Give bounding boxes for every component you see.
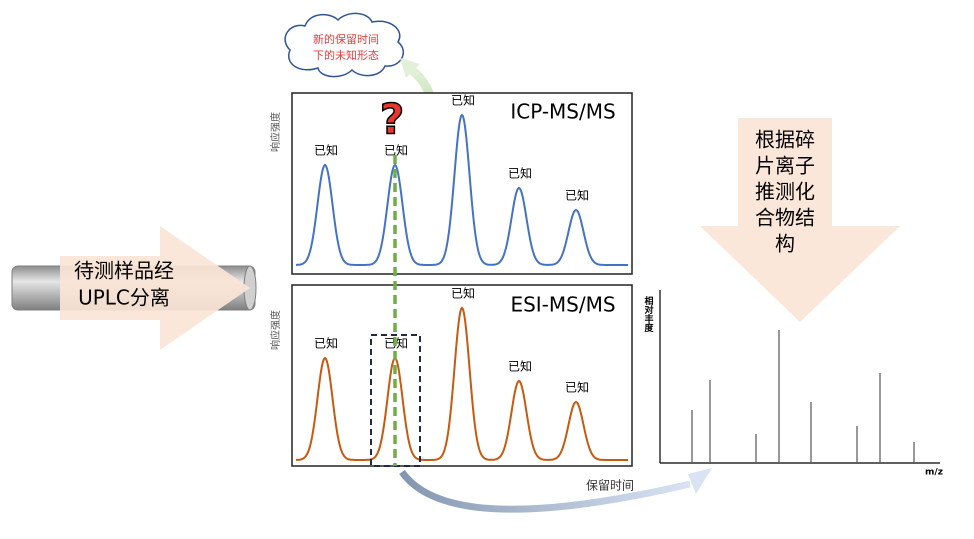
- sample-text: 待测样品经: [74, 259, 174, 283]
- fragment-text: 合物结: [755, 206, 815, 230]
- y-label: 响应强度: [269, 310, 282, 350]
- y-label: 响应强度: [269, 112, 282, 152]
- chromatogram: [296, 306, 628, 461]
- fragment-text: 推测化: [755, 180, 815, 204]
- curved-arrow-head: [688, 468, 712, 494]
- cloud-text: 下的未知形态: [313, 48, 379, 62]
- icp-panel: [291, 92, 633, 275]
- peak-label: 已知: [451, 94, 475, 108]
- cloud: [284, 12, 404, 78]
- curved-arrow: [399, 469, 691, 513]
- fragment-text: 片离子: [755, 154, 815, 178]
- peak-label: 已知: [565, 381, 589, 395]
- fragment-text: 根据碎: [755, 128, 815, 152]
- chromatogram: [296, 113, 628, 266]
- peak-label: 已知: [508, 360, 532, 374]
- question-mark: ?: [380, 95, 404, 144]
- peak-label: 已知: [565, 189, 589, 203]
- panel-title: ICP-MS/MS: [510, 100, 615, 124]
- sample-text: UPLC分离: [78, 286, 170, 310]
- x-label: 保留时间: [586, 479, 634, 493]
- panel-title: ESI-MS/MS: [510, 293, 615, 317]
- fragment-text: 构: [775, 232, 795, 256]
- esi-panel: [291, 284, 633, 467]
- peak-label: 已知: [508, 167, 532, 181]
- peak-label: 已知: [384, 144, 408, 158]
- sample-arrow: [60, 226, 250, 350]
- cloud-text: 新的保留时间: [313, 32, 379, 46]
- spectrum-x-label: m/z: [925, 468, 943, 478]
- fragment-arrow: [700, 118, 900, 322]
- spectrum-y-label: 相对丰度: [643, 295, 654, 333]
- peak-label: 已知: [314, 144, 338, 158]
- peak-label: 已知: [451, 287, 475, 301]
- green-arrow-head: [400, 58, 420, 78]
- peak-label: 已知: [314, 337, 338, 351]
